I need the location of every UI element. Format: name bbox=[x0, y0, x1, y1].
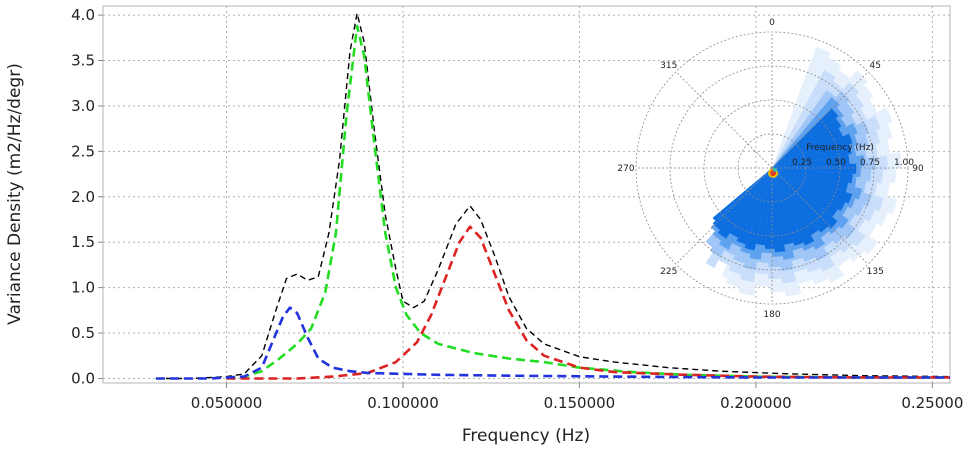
polar-grid-circle bbox=[635, 31, 909, 305]
polar-angle-label: 225 bbox=[660, 267, 677, 277]
polar-density-cell bbox=[772, 168, 838, 217]
polar-density-cell bbox=[755, 168, 772, 246]
x-tick-label: 0.25000 bbox=[901, 394, 963, 412]
y-tick-label: 1.5 bbox=[71, 233, 95, 251]
polar-radial-label: Frequency (Hz) bbox=[806, 143, 874, 153]
y-tick-label: 2.0 bbox=[71, 188, 95, 206]
polar-density-cell bbox=[772, 168, 853, 204]
x-tick-label: 0.200000 bbox=[720, 394, 792, 412]
polar-angle-label: 45 bbox=[870, 61, 881, 71]
x-tick-label: 0.100000 bbox=[367, 394, 439, 412]
series-line-3 bbox=[155, 306, 950, 380]
series-line-0 bbox=[155, 12, 951, 380]
x-axis-label: Frequency (Hz) bbox=[462, 426, 590, 446]
polar-density-cell bbox=[736, 168, 772, 245]
polar-radial-tick: 1.00 bbox=[894, 158, 914, 168]
polar-density-cell bbox=[772, 108, 839, 168]
polar-density-cell bbox=[772, 168, 849, 192]
polar-density-cell bbox=[772, 133, 853, 168]
polar-density-cell bbox=[772, 168, 815, 246]
y-tick-label: 3.0 bbox=[71, 97, 95, 115]
polar-density-cell bbox=[772, 168, 829, 233]
polar-angle-label: 315 bbox=[660, 61, 677, 71]
series-line-1 bbox=[226, 24, 950, 380]
y-axis-ticks: 0.0 0.5 1.0 1.5 2.0 2.5 3.0 3.5 4.0 bbox=[71, 6, 103, 387]
polar-density-cell bbox=[772, 163, 857, 174]
polar-density-cell bbox=[729, 168, 772, 238]
series-line-2 bbox=[226, 225, 950, 380]
polar-density-cell bbox=[717, 168, 772, 239]
y-tick-label: 3.5 bbox=[71, 52, 95, 70]
series-group bbox=[155, 12, 951, 380]
polar-density-cell bbox=[712, 168, 772, 230]
polar-spoke bbox=[675, 71, 773, 169]
polar-angle-label: 0 bbox=[769, 18, 775, 28]
polar-spoke bbox=[675, 167, 773, 265]
polar-radial-tick: 0.50 bbox=[826, 158, 846, 168]
polar-density-cell bbox=[772, 144, 852, 168]
polar-density-cell bbox=[772, 168, 838, 229]
polar-density-cell bbox=[772, 46, 831, 168]
x-tick-label: 0.050000 bbox=[191, 394, 263, 412]
polar-density-cell bbox=[712, 168, 772, 221]
polar-density-cell bbox=[772, 168, 786, 253]
y-axis-label: Variance Density (m2/Hz/degr) bbox=[5, 63, 25, 325]
polar-density-cell bbox=[772, 168, 853, 184]
y-tick-label: 0.0 bbox=[71, 369, 95, 387]
polar-density-cell bbox=[772, 118, 842, 168]
polar-spoke bbox=[771, 71, 869, 169]
polar-spoke bbox=[771, 167, 869, 265]
y-tick-label: 1.0 bbox=[71, 279, 95, 297]
polar-density-cell bbox=[772, 97, 840, 168]
polar-spectrum-inset: 0 45 90 135 180 225 270 315 0.25 0.50 0.75 1.00 Freq… bbox=[617, 18, 924, 320]
x-axis-ticks: 0.050000 0.100000 0.150000 0.200000 0.25000 bbox=[191, 383, 963, 412]
polar-angle-label: 180 bbox=[763, 310, 780, 320]
y-tick-label: 2.5 bbox=[71, 142, 95, 160]
polar-density-cell bbox=[772, 128, 843, 168]
y-tick-label: 4.0 bbox=[71, 6, 95, 24]
polar-density-cell bbox=[772, 154, 850, 168]
polar-angle-label: 270 bbox=[617, 164, 634, 174]
polar-radial-tick: 0.75 bbox=[860, 158, 880, 168]
polar-radial-tick: 0.25 bbox=[792, 158, 812, 168]
polar-density-cell bbox=[772, 168, 846, 211]
polar-density-cell bbox=[772, 168, 819, 236]
polar-angle-label: 135 bbox=[867, 267, 884, 277]
polar-density-cell bbox=[772, 90, 836, 168]
y-tick-label: 0.5 bbox=[71, 324, 95, 342]
polar-peak-edge bbox=[773, 168, 777, 172]
polar-density-cell bbox=[772, 168, 794, 245]
x-tick-label: 0.150000 bbox=[544, 394, 616, 412]
polar-density-cell bbox=[772, 168, 804, 246]
polar-density-cell bbox=[744, 168, 772, 251]
polar-density-cell bbox=[772, 70, 836, 168]
polar-angle-label: 90 bbox=[912, 164, 924, 174]
